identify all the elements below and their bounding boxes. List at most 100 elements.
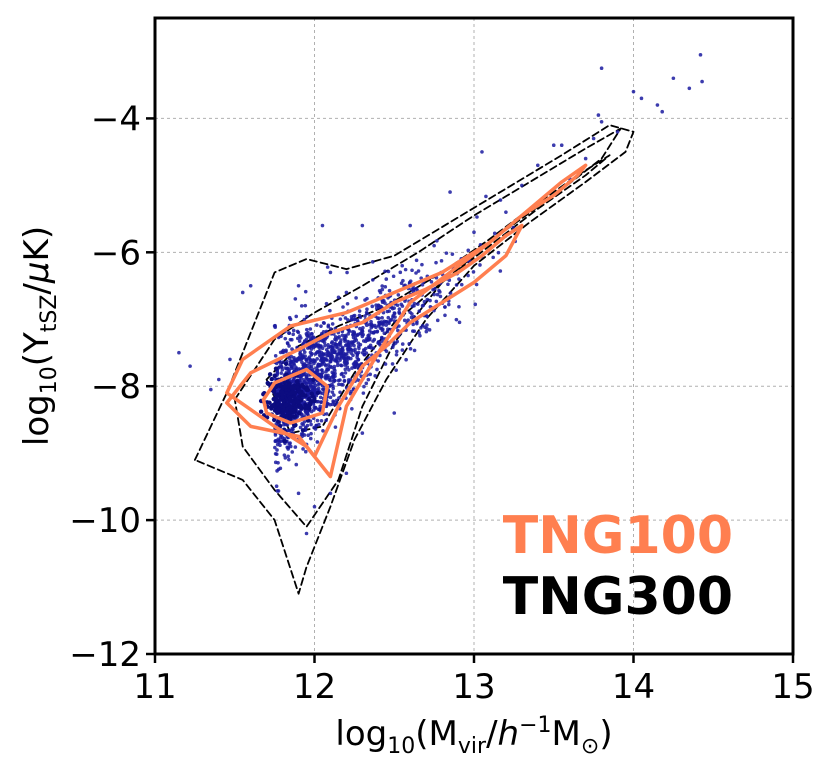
scatter-point [367, 329, 372, 333]
scatter-point [417, 309, 422, 314]
scatter-point [338, 378, 342, 382]
scatter-point [416, 269, 421, 273]
scatter-point [336, 336, 340, 340]
scatter-point [361, 391, 366, 395]
scatter-point [364, 310, 369, 315]
scatter-point [278, 443, 282, 448]
scatter-point [374, 303, 378, 308]
scatter-point [392, 319, 397, 323]
scatter-point [354, 338, 359, 342]
scatter-point [301, 423, 306, 427]
scatter-point [473, 302, 478, 307]
scatter-point [367, 333, 371, 337]
scatter-point [337, 396, 341, 400]
scatter-point [297, 339, 302, 343]
tng100-contour-inner [261, 367, 330, 425]
scatter-point [274, 484, 279, 489]
scatter-point [346, 343, 350, 348]
scatter-point [283, 361, 289, 366]
scatter-point [280, 435, 285, 440]
scatter-point [466, 248, 471, 253]
scatter-point [288, 407, 294, 412]
scatter-point [425, 314, 429, 319]
scatter-point [350, 366, 354, 370]
x-tick-label: 13 [452, 667, 495, 707]
scatter-point [394, 353, 399, 357]
scatter-point [319, 400, 323, 405]
scatter-point [414, 258, 419, 263]
tng100-contour-middle [225, 223, 524, 459]
scatter-point [304, 374, 309, 379]
scatter-point [361, 348, 366, 352]
scatter-point [434, 299, 439, 304]
scatter-point [282, 422, 286, 427]
scatter-point [347, 329, 352, 334]
scatter-point [287, 399, 293, 404]
scatter-point [323, 343, 327, 348]
scatter-point [273, 354, 278, 358]
scatter-point [471, 270, 476, 274]
scatter-point [367, 337, 372, 342]
scatter-point [280, 395, 285, 400]
scatter-point [313, 406, 318, 410]
scatter-point [341, 354, 346, 359]
scatter-point [312, 396, 317, 401]
scatter-point [300, 360, 304, 365]
scatter-point [365, 307, 369, 312]
scatter-point [278, 382, 283, 388]
scatter-point [282, 453, 287, 457]
scatter-point [438, 294, 443, 299]
scatter-point [412, 348, 417, 353]
scatter-point [325, 354, 330, 358]
scatter-point [341, 305, 345, 309]
scatter-point [293, 414, 298, 419]
scatter-point [599, 66, 604, 71]
scatter-point [303, 303, 308, 308]
scatter-point [551, 143, 556, 147]
scatter-point [328, 491, 333, 496]
scatter-point [454, 283, 459, 287]
scatter-point [459, 282, 464, 287]
scatter-point [345, 270, 349, 275]
scatter-point [504, 210, 508, 214]
scatter-point [386, 315, 391, 320]
scatter-point [403, 267, 408, 272]
scatter-point [309, 431, 313, 436]
scatter-point [290, 450, 295, 454]
scatter-point [368, 372, 373, 377]
scatter-point [383, 269, 387, 274]
scatter-point [274, 392, 279, 398]
scatter-point [423, 325, 427, 330]
scatter-point [306, 396, 312, 402]
scatter-point [285, 423, 290, 427]
scatter-point [318, 363, 322, 368]
scatter-point [296, 283, 301, 288]
scatter-point [384, 323, 389, 327]
scatter-point [418, 333, 422, 338]
scatter-point [302, 433, 307, 437]
scatter-point [296, 491, 301, 496]
scatter-point [386, 269, 391, 274]
scatter-point [419, 325, 423, 330]
scatter-point [559, 143, 564, 147]
scatter-point [655, 103, 660, 107]
scatter-point [315, 368, 320, 373]
scatter-point [339, 347, 343, 352]
scatter-point [410, 312, 414, 316]
scatter-point [299, 304, 304, 308]
scatter-point [370, 304, 375, 309]
scatter-point [397, 310, 401, 315]
scatter-point [392, 306, 396, 310]
scatter-point [444, 251, 449, 255]
scatter-point [407, 341, 411, 346]
scatter-point [435, 238, 439, 243]
y-tick-label: −12 [69, 635, 141, 675]
scatter-point [308, 436, 313, 441]
scatter-point [414, 271, 418, 275]
scatter-point [420, 304, 425, 308]
scatter-point [311, 385, 315, 389]
scatter-point [424, 329, 429, 334]
scatter-point [346, 318, 350, 322]
scatter-point [298, 352, 303, 356]
scatter-point [386, 327, 390, 332]
